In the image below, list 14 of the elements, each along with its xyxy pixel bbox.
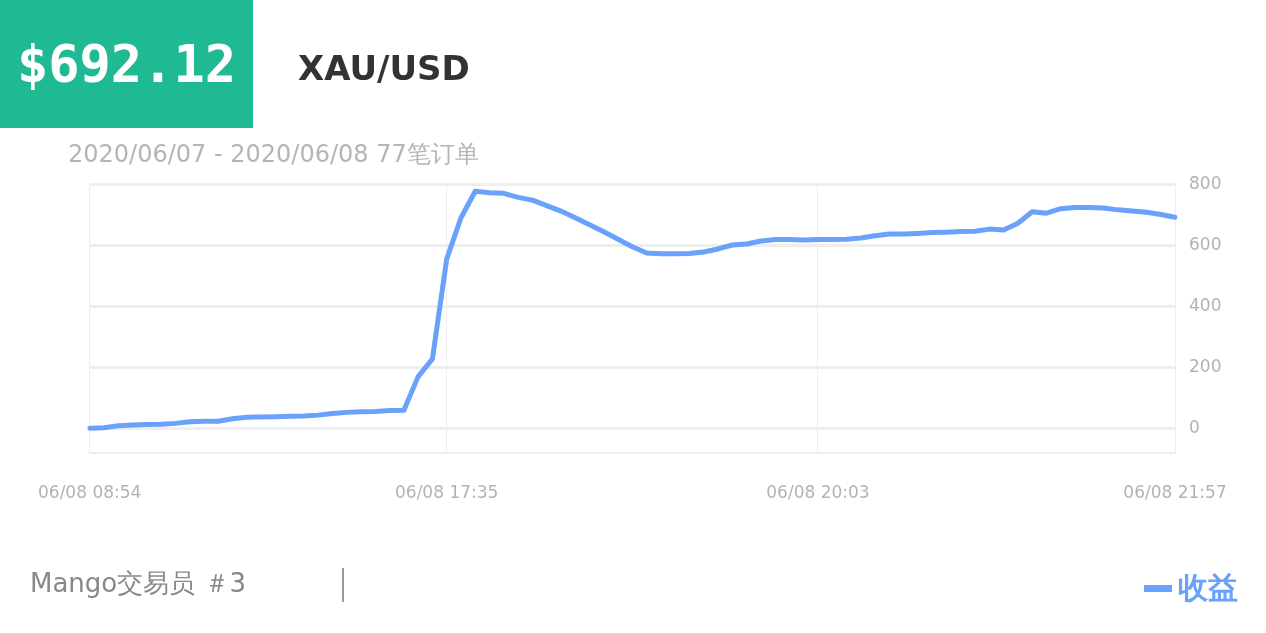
chart-subtitle: 2020/06/07 - 2020/06/08 77笔订单 (68, 139, 479, 170)
y-tick-label: 600 (1189, 233, 1222, 254)
text: Mango交易员 ＃3 (30, 567, 247, 600)
x-tick-label: 06/08 20:03 (766, 481, 870, 502)
y-tick-label: 200 (1189, 355, 1222, 376)
x-tick-label: 06/08 08:54 (38, 481, 142, 502)
chart-title: XAU/USD (298, 48, 470, 88)
y-tick-label: 0 (1189, 416, 1200, 437)
y-tick-label: 400 (1189, 294, 1222, 315)
text: $692.12 (16, 34, 237, 94)
x-tick-label: 06/08 21:57 (1123, 481, 1227, 502)
x-tick-label: 06/08 17:35 (395, 481, 499, 502)
y-tick-label: 800 (1189, 172, 1222, 193)
legend-label: 收益 (1178, 569, 1238, 607)
